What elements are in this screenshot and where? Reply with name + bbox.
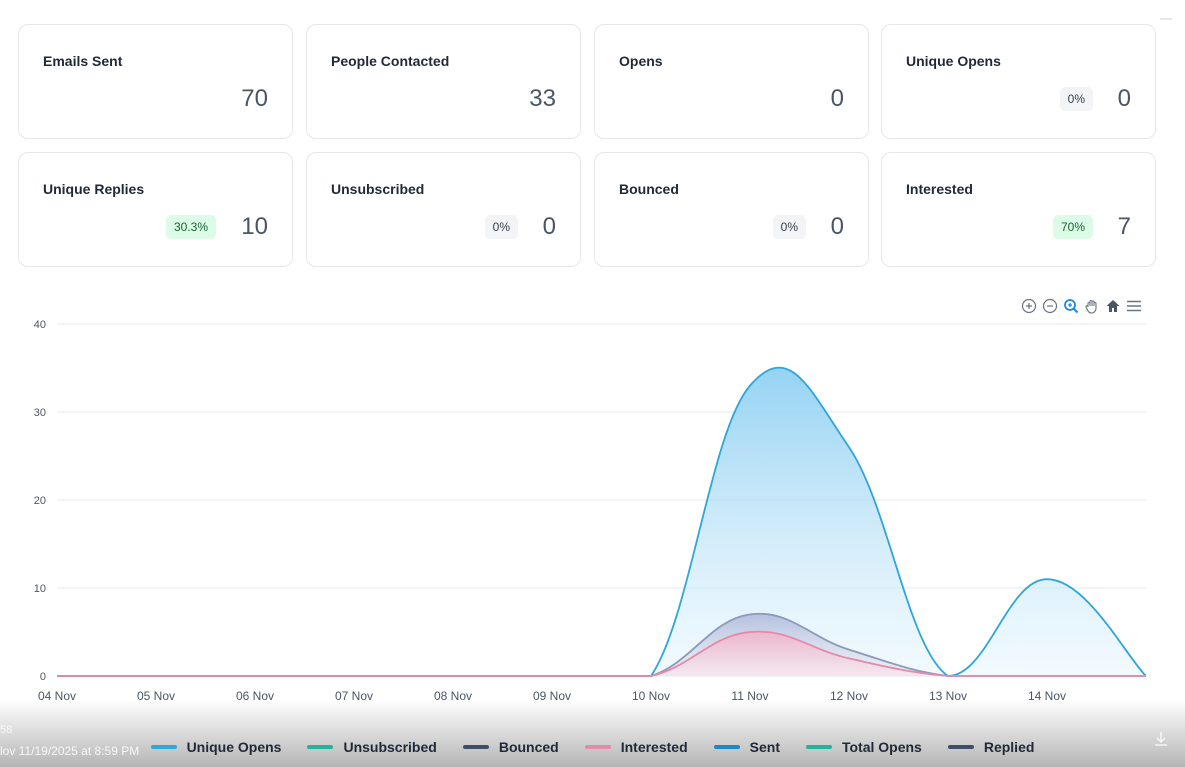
legend-label: Unsubscribed <box>343 739 437 755</box>
x-tick-label: 05 Nov <box>137 689 175 703</box>
stat-card-emails-sent: Emails Sent 70 <box>18 24 293 139</box>
stat-card-unique-replies: Unique Replies 10 30.3% <box>18 152 293 267</box>
stat-value: 0 <box>830 85 844 112</box>
x-tick-label: 07 Nov <box>335 689 373 703</box>
stat-title: Bounced <box>619 181 679 197</box>
chart-legend: Unique Opens Unsubscribed Bounced Intereste… <box>0 736 1185 758</box>
y-tick-label: 10 <box>34 583 46 595</box>
x-tick-label: 04 Nov <box>38 689 76 703</box>
x-tick-label: 13 Nov <box>929 689 967 703</box>
stat-title: People Contacted <box>331 53 450 69</box>
stat-percentage-badge: 70% <box>1052 215 1093 239</box>
legend-label: Sent <box>749 739 780 755</box>
stat-title: Interested <box>906 181 973 197</box>
download-icon[interactable] <box>1152 730 1170 748</box>
stat-card-people-contacted: People Contacted 33 <box>306 24 581 139</box>
stat-card-bounced: Bounced 0 0% <box>594 152 869 267</box>
series-area-interested <box>57 631 1146 676</box>
stat-card-unsubscribed: Unsubscribed 0 0% <box>306 152 581 267</box>
stat-value: 33 <box>529 85 556 112</box>
legend-label: Bounced <box>498 739 559 755</box>
stat-card-unique-opens: Unique Opens 0 0% <box>881 24 1156 139</box>
legend-label: Interested <box>620 739 688 755</box>
zoom-selection-icon[interactable] <box>1062 297 1080 315</box>
overlay-timestamp: lov 11/19/2025 at 8:59 PM <box>0 744 140 758</box>
legend-swatch <box>584 745 611 749</box>
legend-item[interactable]: Unique Opens <box>150 739 282 755</box>
menu-icon[interactable] <box>1125 297 1143 315</box>
legend-item[interactable]: Total Opens <box>805 739 922 755</box>
legend-swatch <box>713 745 740 749</box>
stat-value: 0 <box>830 213 844 240</box>
legend-item[interactable]: Sent <box>713 739 780 755</box>
legend-label: Unique Opens <box>186 739 282 755</box>
series-line-interested <box>56 630 1146 677</box>
stat-title: Opens <box>619 53 663 69</box>
stat-value: 70 <box>241 85 268 112</box>
stat-value: 10 <box>241 213 268 240</box>
window-minimize-mark <box>1160 18 1172 20</box>
overlay-number: 58 <box>0 724 13 736</box>
x-tick-label: 14 Nov <box>1028 689 1066 703</box>
x-tick-label: 10 Nov <box>632 689 670 703</box>
y-tick-label: 30 <box>34 407 46 419</box>
legend-item[interactable]: Unsubscribed <box>307 739 437 755</box>
x-tick-label: 06 Nov <box>236 689 274 703</box>
x-axis: 04 Nov 05 Nov 06 Nov 07 Nov 08 Nov 09 Nov 10 N… <box>38 689 1066 703</box>
legend-item[interactable]: Replied <box>947 739 1035 755</box>
legend-label: Total Opens <box>841 739 922 755</box>
legend-swatch <box>805 745 832 749</box>
y-axis: 0 10 20 30 40 <box>34 319 46 683</box>
pan-hand-icon[interactable] <box>1083 297 1101 315</box>
stat-value: 0 <box>542 213 556 240</box>
legend-swatch <box>307 745 334 749</box>
x-tick-label: 08 Nov <box>434 689 472 703</box>
stat-title: Emails Sent <box>43 53 123 69</box>
series-area-sent <box>57 367 1146 676</box>
stat-title: Unique Replies <box>43 181 145 197</box>
series-area-replied <box>57 613 1146 676</box>
series-line-sent <box>56 366 1147 677</box>
x-tick-label: 11 Nov <box>731 689 768 703</box>
zoom-in-icon[interactable] <box>1020 297 1038 315</box>
reset-home-icon[interactable] <box>1104 297 1122 315</box>
chart-series <box>56 366 1147 677</box>
legend-swatch <box>947 745 974 749</box>
y-tick-label: 0 <box>40 671 46 683</box>
legend-swatch <box>462 745 489 749</box>
stat-percentage-badge: 0% <box>484 215 518 239</box>
x-tick-label: 12 Nov <box>830 689 868 703</box>
zoom-out-icon[interactable] <box>1041 297 1059 315</box>
stat-percentage-badge: 0% <box>1059 87 1093 111</box>
stat-title: Unsubscribed <box>331 181 425 197</box>
stat-value: 7 <box>1117 213 1131 240</box>
stat-card-interested: Interested 7 70% <box>881 152 1156 267</box>
chart-grid <box>57 323 1146 677</box>
chart-toolbar <box>1020 296 1143 316</box>
stat-title: Unique Opens <box>906 53 1001 69</box>
y-tick-label: 20 <box>34 495 46 507</box>
stat-value: 0 <box>1117 85 1131 112</box>
legend-label: Replied <box>983 739 1035 755</box>
y-tick-label: 40 <box>34 319 46 331</box>
x-tick-label: 09 Nov <box>533 689 571 703</box>
stat-card-opens: Opens 0 <box>594 24 869 139</box>
legend-item[interactable]: Bounced <box>462 739 559 755</box>
legend-item[interactable]: Interested <box>584 739 688 755</box>
stat-percentage-badge: 0% <box>772 215 806 239</box>
activity-chart: 0 10 20 30 40 04 Nov 05 Nov 06 Nov 07 Nov 08 Nov… <box>34 319 1147 703</box>
stat-percentage-badge: 30.3% <box>165 215 216 239</box>
legend-swatch <box>150 745 177 749</box>
